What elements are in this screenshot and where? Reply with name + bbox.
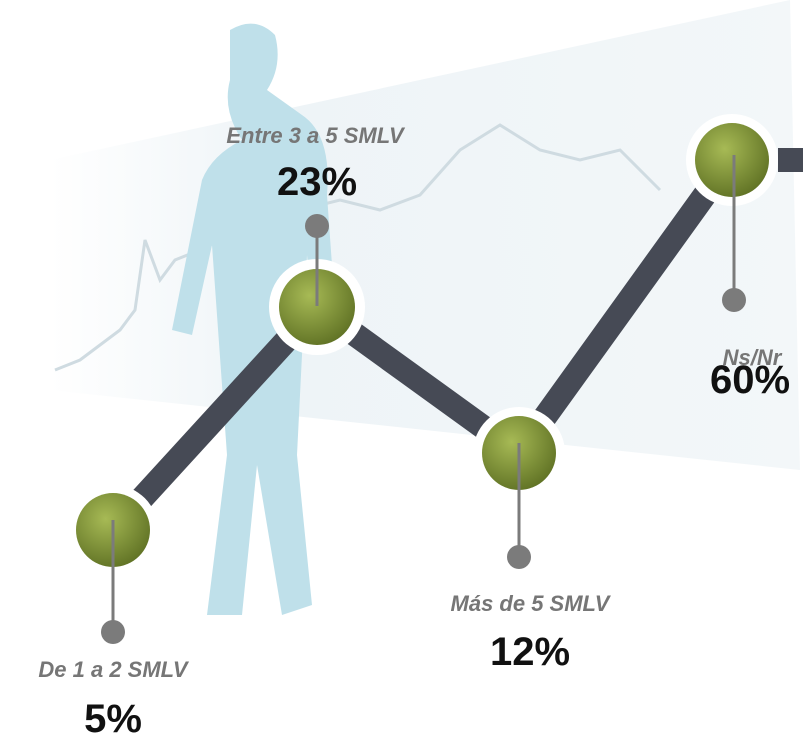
node — [68, 485, 158, 644]
node — [473, 407, 565, 569]
infographic: De 1 a 2 SMLV 5% Entre 3 a 5 SMLV 23% Má… — [0, 0, 811, 736]
node-value: 60% — [710, 358, 790, 402]
node-value: 12% — [490, 630, 570, 674]
node-label: De 1 a 2 SMLV — [38, 657, 190, 682]
node-value: 23% — [277, 160, 357, 204]
node-value: 5% — [84, 697, 142, 736]
node-label: Entre 3 a 5 SMLV — [226, 123, 406, 148]
background — [50, 0, 800, 615]
node-label: Más de 5 SMLV — [451, 591, 612, 616]
